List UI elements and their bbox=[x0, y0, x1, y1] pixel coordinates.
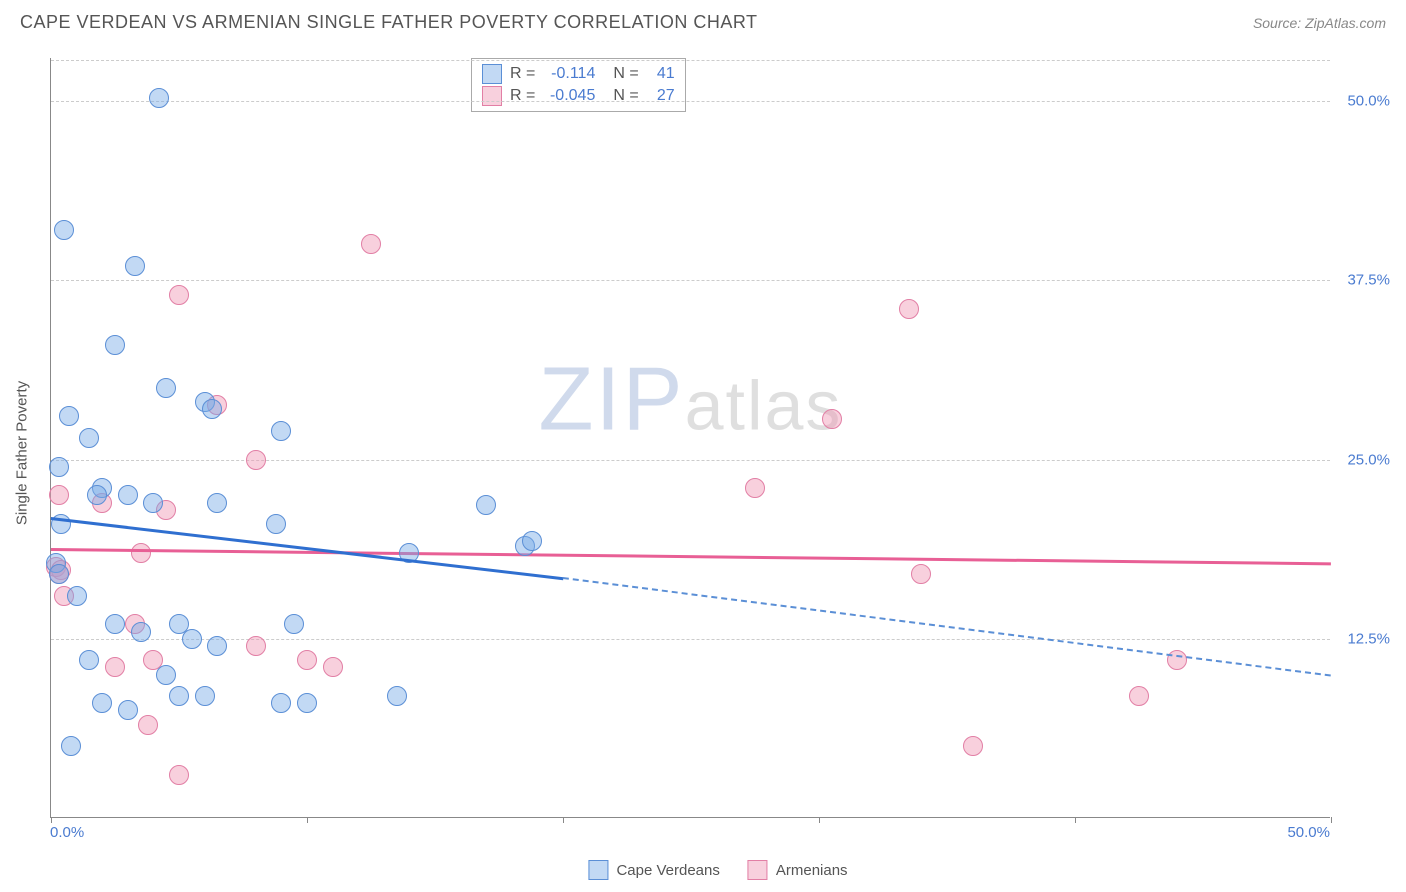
data-point bbox=[476, 495, 496, 515]
data-point bbox=[169, 765, 189, 785]
legend-n-label: N = bbox=[613, 87, 638, 105]
legend-label: Armenians bbox=[776, 862, 848, 879]
data-point bbox=[125, 256, 145, 276]
data-point bbox=[745, 478, 765, 498]
legend-r-label: R = bbox=[510, 87, 535, 105]
data-point bbox=[246, 636, 266, 656]
gridline bbox=[51, 460, 1330, 461]
data-point bbox=[387, 686, 407, 706]
watermark: ZIPatlas bbox=[539, 348, 843, 451]
y-tick-label: 50.0% bbox=[1335, 93, 1390, 110]
y-axis-title: Single Father Poverty bbox=[14, 381, 31, 525]
data-point bbox=[522, 531, 542, 551]
data-point bbox=[246, 450, 266, 470]
data-point bbox=[131, 622, 151, 642]
legend-item: Armenians bbox=[748, 860, 848, 880]
data-point bbox=[169, 285, 189, 305]
data-point bbox=[297, 693, 317, 713]
series-legend: Cape Verdeans Armenians bbox=[588, 860, 847, 880]
y-tick-label: 37.5% bbox=[1335, 272, 1390, 289]
legend-n-value: 41 bbox=[647, 65, 675, 83]
x-tick bbox=[563, 817, 564, 823]
data-point bbox=[105, 614, 125, 634]
legend-swatch bbox=[588, 860, 608, 880]
gridline bbox=[51, 60, 1330, 61]
legend-n-value: 27 bbox=[647, 87, 675, 105]
chart-area: Single Father Poverty ZIPatlas R =-0.114… bbox=[50, 58, 1386, 848]
data-point bbox=[105, 657, 125, 677]
data-point bbox=[118, 485, 138, 505]
data-point bbox=[54, 220, 74, 240]
legend-row: R = -0.114 N = 41 bbox=[482, 63, 675, 85]
x-tick bbox=[1331, 817, 1332, 823]
legend-r-label: R = bbox=[510, 65, 535, 83]
y-tick-label: 12.5% bbox=[1335, 630, 1390, 647]
legend-r-value: -0.045 bbox=[543, 87, 595, 105]
x-tick bbox=[51, 817, 52, 823]
data-point bbox=[49, 457, 69, 477]
legend-swatch bbox=[482, 86, 502, 106]
data-point bbox=[143, 493, 163, 513]
gridline bbox=[51, 280, 1330, 281]
data-point bbox=[207, 493, 227, 513]
data-point bbox=[297, 650, 317, 670]
legend-item: Cape Verdeans bbox=[588, 860, 719, 880]
x-axis-max-label: 50.0% bbox=[1287, 824, 1330, 841]
data-point bbox=[49, 485, 69, 505]
x-tick bbox=[1075, 817, 1076, 823]
correlation-legend: R = -0.114 N = 41 R = -0.045 N = 27 bbox=[471, 58, 686, 112]
data-point bbox=[61, 736, 81, 756]
data-point bbox=[361, 234, 381, 254]
data-point bbox=[49, 564, 69, 584]
data-point bbox=[105, 335, 125, 355]
data-point bbox=[911, 564, 931, 584]
data-point bbox=[79, 428, 99, 448]
data-point bbox=[87, 485, 107, 505]
data-point bbox=[182, 629, 202, 649]
legend-swatch bbox=[482, 64, 502, 84]
data-point bbox=[271, 693, 291, 713]
data-point bbox=[266, 514, 286, 534]
trend-line bbox=[51, 548, 1331, 565]
gridline bbox=[51, 639, 1330, 640]
y-tick-label: 25.0% bbox=[1335, 451, 1390, 468]
data-point bbox=[118, 700, 138, 720]
gridline bbox=[51, 101, 1330, 102]
data-point bbox=[92, 693, 112, 713]
scatter-plot: ZIPatlas R =-0.114N =41R =-0.045N =27 12… bbox=[50, 58, 1330, 818]
trend-line bbox=[563, 577, 1331, 676]
data-point bbox=[149, 88, 169, 108]
data-point bbox=[169, 686, 189, 706]
legend-r-value: -0.114 bbox=[543, 65, 595, 83]
legend-n-label: N = bbox=[613, 65, 638, 83]
data-point bbox=[963, 736, 983, 756]
data-point bbox=[271, 421, 291, 441]
data-point bbox=[138, 715, 158, 735]
chart-title: CAPE VERDEAN VS ARMENIAN SINGLE FATHER P… bbox=[20, 12, 758, 33]
legend-label: Cape Verdeans bbox=[616, 862, 719, 879]
legend-swatch bbox=[748, 860, 768, 880]
data-point bbox=[202, 399, 222, 419]
data-point bbox=[207, 636, 227, 656]
x-tick bbox=[819, 817, 820, 823]
data-point bbox=[1129, 686, 1149, 706]
data-point bbox=[323, 657, 343, 677]
data-point bbox=[156, 665, 176, 685]
data-point bbox=[284, 614, 304, 634]
data-point bbox=[59, 406, 79, 426]
data-point bbox=[822, 409, 842, 429]
data-point bbox=[131, 543, 151, 563]
data-point bbox=[899, 299, 919, 319]
legend-row: R = -0.045 N = 27 bbox=[482, 85, 675, 107]
data-point bbox=[195, 686, 215, 706]
source-label: Source: ZipAtlas.com bbox=[1253, 15, 1386, 31]
data-point bbox=[156, 378, 176, 398]
x-tick bbox=[307, 817, 308, 823]
x-axis-min-label: 0.0% bbox=[50, 824, 84, 841]
data-point bbox=[79, 650, 99, 670]
data-point bbox=[67, 586, 87, 606]
